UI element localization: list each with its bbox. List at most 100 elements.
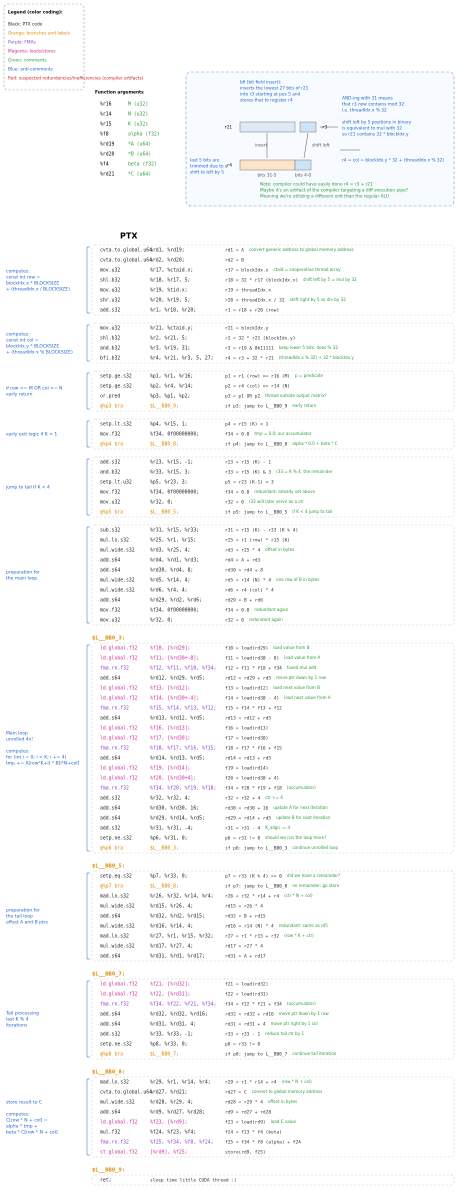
semantics: if p7: jump to L__BB0_8 <box>225 884 288 890</box>
semantics: rd3 = r25 * 4 <box>225 548 261 554</box>
comment: (accumulator) <box>287 785 316 790</box>
semantics: f19 = load(rd14) <box>225 766 268 772</box>
semantics: rd15 = r26 * 4 <box>225 904 263 910</box>
instruction: add.s64 <box>100 816 120 822</box>
semantics: f34 = 0.0 <box>225 490 250 496</box>
instruction: add.s64 <box>100 756 120 762</box>
side-note: store result to C <box>6 1100 42 1106</box>
argument-name: K (u32) <box>128 122 148 128</box>
operands: %p4, %r15, 1; <box>150 422 188 428</box>
semantics: r31 = r31 - 4 <box>225 826 261 832</box>
semantics: f22 = load(rd31) <box>225 992 268 998</box>
comment: no remainder: go store <box>292 883 339 888</box>
instruction: add.s32 <box>100 826 120 832</box>
instruction: cvta.to.global.u64 <box>100 1090 152 1096</box>
arguments-title: Function arguments <box>95 90 144 96</box>
instruction: add.s32 <box>100 460 120 466</box>
operands: %r31, %r31, -4; <box>150 826 193 832</box>
side-bracket <box>86 644 90 852</box>
operands: %f24, %f23, %f4; <box>150 1130 196 1136</box>
operands: %f11, [%rd30+-8]; <box>150 656 199 662</box>
semantics: r25 = r1 (row) * r15 (K) <box>225 538 290 544</box>
side-note: computes: <box>6 1112 30 1118</box>
instruction: add.s64 <box>100 1012 120 1018</box>
instruction: ld.global.f32 <box>100 766 138 772</box>
semantics: f21 = load(rd32) <box>225 982 268 988</box>
instruction: ld.global.f32 <box>100 1120 138 1126</box>
comment: offset in bytes <box>268 1099 297 1104</box>
operands: %r3, %r19, 31; <box>150 346 190 352</box>
operands: %f22, [%rd31]; <box>150 992 190 998</box>
instruction: ld.global.f32 <box>100 726 138 732</box>
block-label: $L__BB0_3: <box>92 636 125 642</box>
instruction: ld.global.f32 <box>100 686 138 692</box>
and-note: that r3 now contains mod 32 <box>342 102 404 108</box>
side-note: Tail processing <box>5 1011 39 1017</box>
instruction: add.s64 <box>100 558 120 564</box>
comment: move ptr down by 1 row <box>276 675 327 680</box>
side-note: + (threadIdx.x % BLOCKSIZE) <box>6 350 73 356</box>
comment: update B for next iteration <box>276 815 331 820</box>
operands: %f34, %f20, %f19, %f18; <box>150 786 216 792</box>
comment: early return <box>292 403 316 408</box>
instruction: mov.f32 <box>100 608 120 614</box>
operands: %p7, %r33, 0; <box>150 874 188 880</box>
operands: %rd30, %rd30, 16; <box>150 806 199 812</box>
semantics: rd9 = rd27 + rd28 <box>225 1110 271 1116</box>
side-note: blockIdx.x * BLOCKSIZE <box>6 281 59 287</box>
instruction: setp.lt.s32 <box>100 422 132 428</box>
semantics: if p5: jump to L__BB0_5 <box>225 510 288 516</box>
block-box <box>91 370 455 412</box>
instruction: st.global.f32 <box>100 1150 138 1156</box>
semantics: f20 = load(rd30 + 4) <box>225 776 279 782</box>
semantics: f10 = load(rd29) <box>225 646 268 652</box>
semantics: r19 = threadIdx.x <box>225 288 271 294</box>
diagram-label: bits 31-5 <box>258 173 277 179</box>
instruction: sub.s32 <box>100 528 120 534</box>
operands: %r21, %ctaid.y; <box>150 326 193 332</box>
connector-lines <box>320 126 360 151</box>
comment: keep lower 5 bits: does % 32 <box>279 345 339 350</box>
argument-name: M (u32) <box>128 102 148 108</box>
comment: (accumulator) <box>287 1001 316 1006</box>
instruction: fma.rn.f32 <box>100 666 129 672</box>
semantics: f34 = f22 * f21 + f34 <box>225 1002 282 1008</box>
operands: %rd13, %rd12, %rd5; <box>150 716 205 722</box>
argument-register: %r14 <box>100 112 112 118</box>
block-box <box>91 1076 455 1158</box>
comment: should we run the loop more? <box>265 835 326 840</box>
side-note: tmp += A[row*K+i] * B[i*N+col] <box>6 761 79 767</box>
instruction: mul.wide.s32 <box>100 904 135 910</box>
semantics: f24 = f23 * f4 (beta) <box>225 1130 282 1136</box>
operands: %f16, [%rd13]; <box>150 726 190 732</box>
instruction: @%p5 bra <box>100 510 123 516</box>
instruction: ld.global.f32 <box>100 736 138 742</box>
and-note: i.e. threadIdx.x % 32 <box>342 108 387 114</box>
operands: %p3, %p1, %p2; <box>150 394 190 400</box>
operands: %f20, [%rd30+4]; <box>150 776 196 782</box>
semantics: f23 = load(rd9) <box>225 1120 266 1126</box>
operands: %r33, %r15, 3; <box>150 470 190 476</box>
operands: %rd31, %rd1, %rd17; <box>150 954 205 960</box>
comment: fused mul add <box>287 665 317 670</box>
legend-item: Green: comments <box>8 58 47 64</box>
operands: %r29, %r1, %r14, %r4; <box>150 1080 211 1086</box>
side-note: for (int i = 0; i < K; i += 4) <box>6 755 67 761</box>
instruction: mul.wide.s32 <box>100 1100 135 1106</box>
instruction: setp.ne.s32 <box>100 1042 132 1048</box>
semantics: f14 = load(rd30 - 4) <box>225 696 279 702</box>
operands: %r32, 0; <box>150 500 173 506</box>
instruction: add.s32 <box>100 1032 120 1038</box>
comment: continue tail iteration <box>292 1051 336 1056</box>
side-note: offset A and B ptrs <box>6 920 49 926</box>
comment: (threadIdx.x % 32) + 32 * blockIdx.y <box>279 355 355 360</box>
semantics: if p8: jump to L__BB0_7 <box>225 1052 288 1058</box>
comment: convert to global memory address <box>252 1089 323 1094</box>
semantics: rd6 = r4 (col) * 4 <box>225 588 274 594</box>
instruction: mul.wide.s32 <box>100 548 135 554</box>
instruction: @%p7 bra <box>100 884 123 890</box>
side-note: early return <box>6 392 33 398</box>
trim-note: trimmed due to a <box>190 164 228 170</box>
operands: %p8, %r33, 0; <box>150 1042 188 1048</box>
